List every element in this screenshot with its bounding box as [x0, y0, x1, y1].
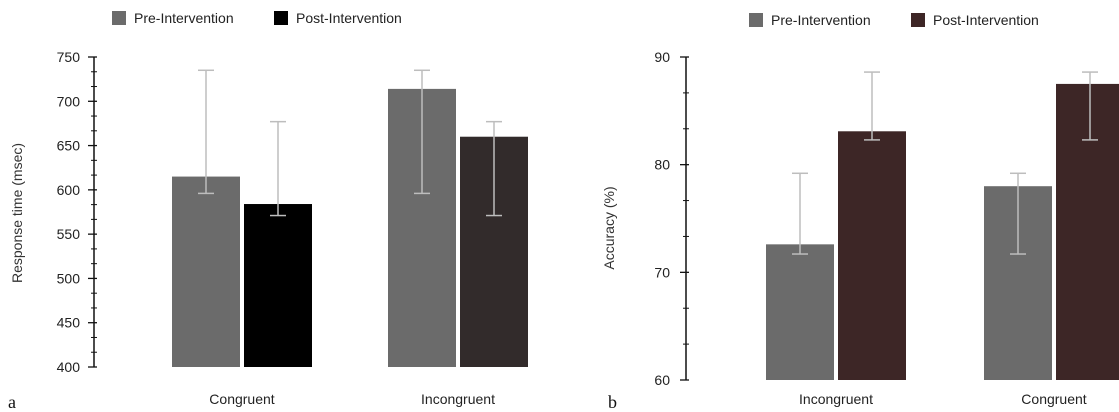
y-tick-label: 400 [57, 359, 81, 375]
error-bar-pre-incongruent [792, 172, 808, 255]
y-tick-label: 650 [57, 138, 81, 154]
legend-label-post: Post-Intervention [296, 10, 402, 26]
panel-letter-a: a [8, 392, 16, 412]
y-tick-label: 450 [57, 315, 81, 331]
y-tick-label: 70 [654, 264, 670, 280]
error-bar-post-incongruent [486, 120, 502, 217]
error-bar-pre-congruent [1010, 172, 1026, 255]
error-bar-post-incongruent [864, 71, 880, 141]
x-category-label: Congruent [1021, 391, 1086, 407]
legend-label-post: Post-Intervention [933, 12, 1039, 28]
legend-swatch-pre [112, 11, 126, 25]
x-category-label: Congruent [209, 391, 274, 407]
panel-letter-b: b [608, 392, 617, 412]
legend-swatch-post [274, 11, 288, 25]
y-tick-label: 500 [57, 270, 81, 286]
chart-panel-a: Pre-Intervention Post-Intervention 400 450 5… [8, 10, 528, 412]
legend-swatch-pre [749, 13, 763, 27]
y-axis-label: Accuracy (%) [601, 186, 617, 269]
bar-post-congruent [244, 204, 312, 367]
bar-pre-congruent [172, 176, 240, 367]
error-bar-post-congruent [270, 120, 286, 217]
error-bar-post-congruent [1082, 71, 1098, 141]
bar-post-incongruent [838, 131, 906, 380]
x-category-label: Incongruent [421, 391, 495, 407]
y-axis-label: Response time (msec) [9, 143, 25, 283]
x-category-label: Incongruent [799, 391, 873, 407]
error-bar-pre-congruent [198, 69, 214, 195]
legend-swatch-post [911, 13, 925, 27]
y-tick-label: 550 [57, 226, 81, 242]
y-tick-label: 60 [654, 372, 670, 388]
y-tick-label: 80 [654, 157, 670, 173]
y-tick-label: 700 [57, 93, 81, 109]
bar-pre-incongruent [766, 244, 834, 380]
y-tick-label: 750 [57, 49, 81, 65]
error-bar-pre-incongruent [414, 69, 430, 195]
y-tick-label: 600 [57, 182, 81, 198]
legend-label-pre: Pre-Intervention [134, 10, 234, 26]
chart-panel-b: Pre-Intervention Post-Intervention 60 70 80 9… [601, 12, 1119, 412]
legend-label-pre: Pre-Intervention [771, 12, 871, 28]
y-tick-label: 90 [654, 49, 670, 65]
bar-post-congruent [1056, 83, 1119, 381]
